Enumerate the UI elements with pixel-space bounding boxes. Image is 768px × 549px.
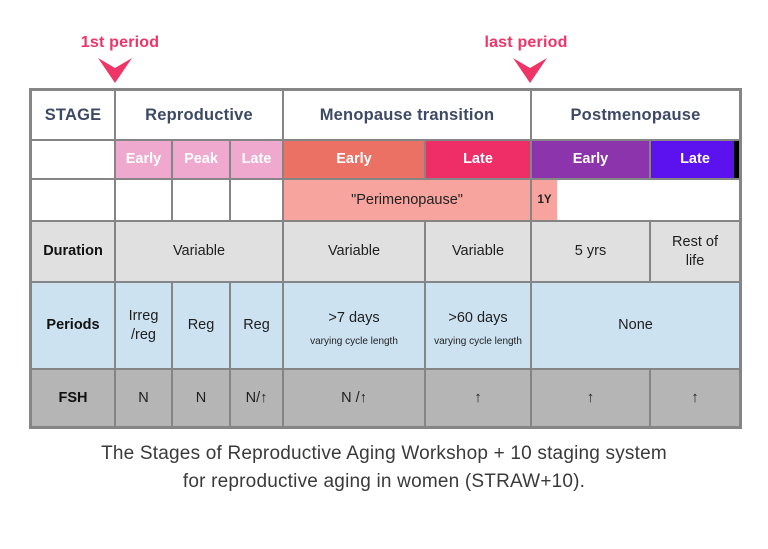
stage-transition-late: Late xyxy=(426,141,530,178)
empty-cell xyxy=(32,180,114,220)
duration-transition-early: Variable xyxy=(284,222,424,281)
duration-row-label: Duration xyxy=(32,222,114,281)
periods-transition-late: >60 days varying cycle length xyxy=(426,283,530,368)
periods-transition-early: >7 days varying cycle length xyxy=(284,283,424,368)
postmenopause-header: Postmenopause xyxy=(532,91,739,139)
fsh-transition-late: ↑ xyxy=(426,370,530,426)
periods-transition-late-value: >60 days xyxy=(448,309,508,326)
stage-reproductive-late: Late xyxy=(231,141,282,178)
empty-cell xyxy=(32,141,114,178)
periods-postmenopause: None xyxy=(532,283,739,368)
caption-line-1: The Stages of Reproductive Aging Worksho… xyxy=(101,443,667,464)
figure-caption: The Stages of Reproductive Aging Worksho… xyxy=(0,440,768,496)
duration-postmenopause-early: 5 yrs xyxy=(532,222,649,281)
fsh-reproductive-late: N/↑ xyxy=(231,370,282,426)
duration-reproductive: Variable xyxy=(116,222,282,281)
duration-postmenopause-late: Rest of life xyxy=(651,222,739,281)
menopause-transition-header: Menopause transition xyxy=(284,91,530,139)
stage-postmenopause-early: Early xyxy=(532,141,649,178)
empty-cell xyxy=(231,180,282,220)
periods-reproductive-late: Reg xyxy=(231,283,282,368)
empty-cell xyxy=(173,180,229,220)
duration-transition-late: Variable xyxy=(426,222,530,281)
periods-transition-early-value: >7 days xyxy=(328,309,380,326)
stage-reproductive-early: Early xyxy=(116,141,171,178)
caption-line-2: for reproductive aging in women (STRAW+1… xyxy=(182,471,586,492)
last-period-arrow-icon xyxy=(513,58,547,83)
first-period-label: 1st period xyxy=(80,34,160,51)
empty-cell xyxy=(116,180,171,220)
periods-reproductive-peak: Reg xyxy=(173,283,229,368)
stage-reproductive-peak: Peak xyxy=(173,141,229,178)
first-period-arrow-icon xyxy=(98,58,132,83)
fsh-postmenopause-early: ↑ xyxy=(532,370,649,426)
stage-header: STAGE xyxy=(32,91,114,139)
one-year-cell: 1Y xyxy=(532,180,739,220)
fsh-row-label: FSH xyxy=(32,370,114,426)
one-year-marker: 1Y xyxy=(532,180,557,220)
perimenopause-cell: "Perimenopause" xyxy=(284,180,530,220)
fsh-postmenopause-late: ↑ xyxy=(651,370,739,426)
stage-transition-early: Early xyxy=(284,141,424,178)
last-period-label: last period xyxy=(484,34,568,51)
fsh-transition-early: N /↑ xyxy=(284,370,424,426)
fsh-reproductive-peak: N xyxy=(173,370,229,426)
periods-transition-early-note: varying cycle length xyxy=(310,335,398,347)
straw-staging-table: STAGE Reproductive Menopause transition … xyxy=(29,88,742,429)
periods-transition-late-note: varying cycle length xyxy=(434,335,522,347)
periods-row-label: Periods xyxy=(32,283,114,368)
stage-postmenopause-late: Late xyxy=(651,141,739,178)
reproductive-header: Reproductive xyxy=(116,91,282,139)
periods-reproductive-early: Irreg /reg xyxy=(116,283,171,368)
fsh-reproductive-early: N xyxy=(116,370,171,426)
